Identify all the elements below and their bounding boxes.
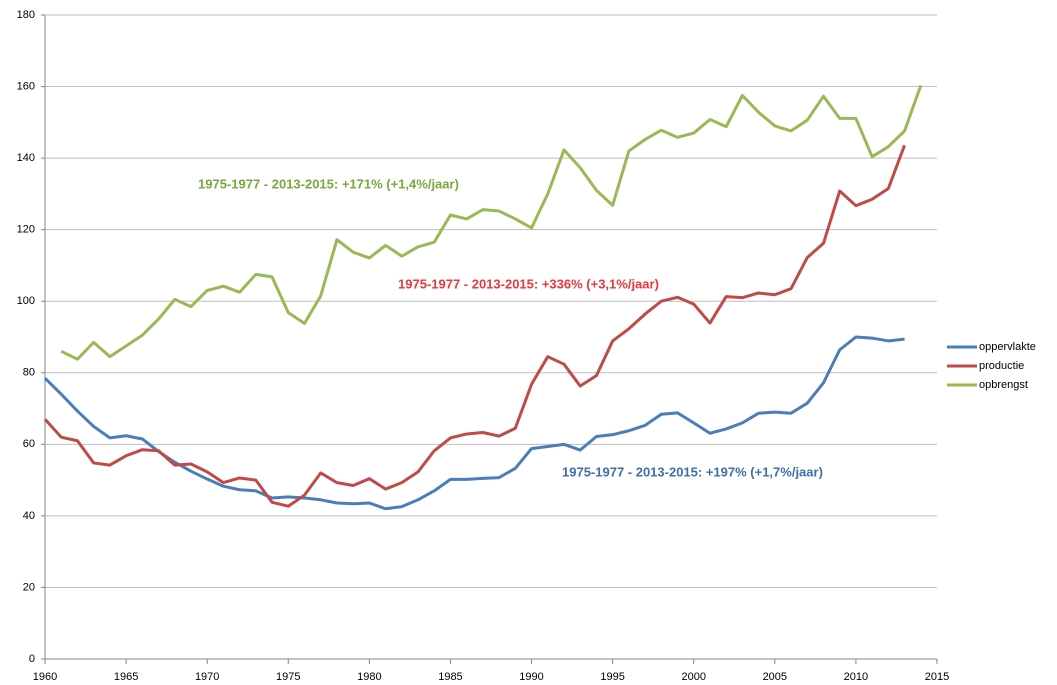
x-tick-label: 1960 bbox=[33, 671, 57, 683]
legend-label: productie bbox=[979, 360, 1024, 372]
x-tick-label: 1990 bbox=[519, 671, 543, 683]
y-tick-label: 20 bbox=[23, 581, 35, 593]
series-line bbox=[43, 144, 906, 508]
y-tick-label: 40 bbox=[23, 510, 35, 522]
y-tick-label: 160 bbox=[17, 80, 35, 92]
y-tick-label: 140 bbox=[17, 152, 35, 164]
annotation: 1975-1977 - 2013-2015: +171% (+1,4%/jaar… bbox=[198, 176, 459, 191]
x-tick-label: 2005 bbox=[763, 671, 787, 683]
y-tick-label: 0 bbox=[29, 653, 35, 665]
series-line bbox=[60, 84, 923, 361]
x-tick-label: 1985 bbox=[438, 671, 462, 683]
y-tick-label: 80 bbox=[23, 367, 35, 379]
series-line bbox=[43, 335, 905, 511]
y-tick-label: 180 bbox=[17, 9, 35, 21]
x-tick-label: 2015 bbox=[925, 671, 949, 683]
legend-label: oppervlakte bbox=[979, 341, 1036, 353]
x-tick-label: 1975 bbox=[276, 671, 300, 683]
x-tick-label: 2000 bbox=[681, 671, 705, 683]
x-tick-label: 1980 bbox=[357, 671, 381, 683]
x-tick-label: 2010 bbox=[844, 671, 868, 683]
y-tick-label: 120 bbox=[17, 224, 35, 236]
annotation: 1975-1977 - 2013-2015: +336% (+3,1%/jaar… bbox=[398, 276, 659, 291]
legend-label: opbrengst bbox=[979, 379, 1028, 391]
x-tick-label: 1995 bbox=[600, 671, 624, 683]
x-tick-label: 1965 bbox=[114, 671, 138, 683]
y-tick-label: 60 bbox=[23, 438, 35, 450]
x-tick-label: 1970 bbox=[195, 671, 219, 683]
annotation: 1975-1977 - 2013-2015: +197% (+1,7%/jaar… bbox=[562, 464, 823, 479]
y-tick-label: 100 bbox=[17, 295, 35, 307]
